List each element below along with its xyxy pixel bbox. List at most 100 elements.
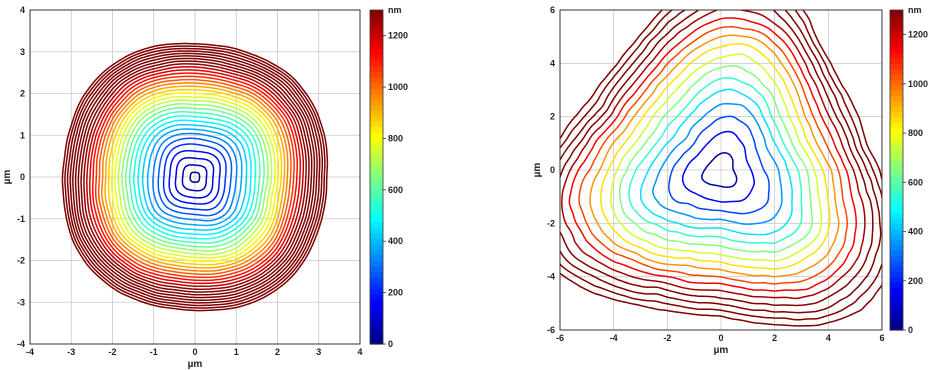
contour-level-1475 bbox=[72, 52, 318, 301]
y-tick-label: -1 bbox=[17, 214, 25, 224]
contour-level-1350 bbox=[560, 10, 874, 307]
y-tick-label: -4 bbox=[17, 339, 25, 349]
contour-level-625 bbox=[124, 106, 265, 248]
colorbar-band bbox=[890, 122, 903, 128]
contour-level-875 bbox=[107, 88, 283, 266]
colorbar-tick-label: 1000 bbox=[908, 79, 928, 89]
colorbar-band bbox=[890, 250, 903, 256]
colorbar-band bbox=[890, 164, 903, 171]
x-tick-label: 4 bbox=[357, 347, 362, 357]
x-tick-label: 2 bbox=[275, 347, 280, 357]
contour-level-825 bbox=[110, 92, 280, 263]
y-tick-label: -2 bbox=[17, 256, 25, 266]
colorbar-band bbox=[890, 68, 903, 75]
contour-level-1125 bbox=[91, 72, 299, 282]
colorbar-band bbox=[890, 196, 903, 203]
colorbar-band bbox=[890, 207, 903, 214]
x-axis-label: µm bbox=[188, 359, 203, 370]
x-axis-label: µm bbox=[714, 345, 729, 356]
colorbar-band bbox=[370, 271, 383, 278]
colorbar-band bbox=[890, 148, 903, 155]
colorbar-band bbox=[890, 111, 903, 118]
colorbar-band bbox=[890, 324, 903, 331]
contour-level-1625 bbox=[64, 45, 326, 309]
contour-panel-1: -4 -3 -2 -1 0 1 2 3 4 -4 -3 -2 -1 0 1 2 3 4 µm µm 0 200 400 600… bbox=[2, 5, 408, 370]
colorbar-band bbox=[370, 254, 383, 262]
colorbar-band bbox=[370, 321, 383, 328]
colorbar-tick-label: 600 bbox=[908, 177, 923, 187]
colorbar-band bbox=[890, 47, 903, 54]
colorbar-band bbox=[370, 266, 383, 273]
contour-level-1425 bbox=[74, 55, 316, 299]
colorbar-band bbox=[890, 52, 903, 59]
colorbar-unit-label: nm bbox=[388, 5, 402, 15]
colorbar-tick-label: 200 bbox=[388, 288, 403, 298]
colorbar-band bbox=[890, 58, 903, 64]
colorbar-band bbox=[370, 260, 383, 267]
colorbar-band bbox=[890, 298, 903, 304]
colorbar-band bbox=[370, 99, 383, 106]
colorbar-band bbox=[370, 316, 383, 323]
colorbar-band bbox=[370, 32, 383, 39]
colorbar-band bbox=[370, 143, 383, 150]
colorbar-band bbox=[890, 234, 903, 240]
colorbar-band bbox=[890, 10, 903, 16]
colorbar-band bbox=[370, 115, 383, 122]
colorbar-band bbox=[370, 60, 383, 67]
y-tick-label: 4 bbox=[20, 5, 25, 15]
colorbar-band bbox=[890, 36, 903, 43]
colorbar-band bbox=[370, 104, 383, 111]
colorbar-band bbox=[370, 76, 383, 83]
y-axis-label: µm bbox=[532, 163, 543, 178]
colorbar-band bbox=[370, 221, 383, 228]
contour-level-525 bbox=[133, 115, 257, 240]
contour-level-325 bbox=[152, 132, 238, 222]
x-tick-label: -2 bbox=[663, 333, 671, 343]
colorbar-band bbox=[370, 126, 383, 134]
colorbar-band bbox=[370, 238, 383, 245]
colorbar-band bbox=[370, 26, 383, 33]
contour-panel-2: -6 -4 -2 0 2 4 6 -6 -4 -2 0 2 4 6 µm µm 0 200 400 600 800 100… bbox=[532, 5, 928, 356]
colorbar-band bbox=[890, 260, 903, 267]
contour-level-75 bbox=[181, 164, 208, 192]
colorbar-band bbox=[370, 43, 383, 50]
plot-frame bbox=[29, 9, 361, 345]
contour-level-1325 bbox=[80, 60, 310, 293]
colorbar-band bbox=[370, 327, 383, 334]
colorbar-band bbox=[890, 276, 903, 283]
colorbar-frame bbox=[889, 9, 904, 331]
y-tick-label: 6 bbox=[550, 5, 555, 15]
colorbar-band bbox=[890, 314, 903, 320]
contour-lines bbox=[61, 42, 329, 312]
colorbar-tick-label: 800 bbox=[908, 128, 923, 138]
x-tick-label: -6 bbox=[556, 333, 564, 343]
colorbar-band bbox=[890, 292, 903, 299]
colorbar-band bbox=[370, 71, 383, 78]
colorbar-band bbox=[890, 175, 903, 182]
colorbar-band bbox=[890, 308, 903, 315]
contour-level-450 bbox=[639, 88, 793, 236]
colorbar-band bbox=[370, 338, 383, 345]
colorbar-band bbox=[890, 170, 903, 176]
colorbar-tick-label: 600 bbox=[388, 185, 403, 195]
contour-level-1650 bbox=[560, 10, 882, 327]
colorbar-band bbox=[370, 232, 383, 239]
y-tick-label: 2 bbox=[20, 89, 25, 99]
colorbar-band bbox=[890, 90, 903, 96]
colorbar-band bbox=[370, 210, 383, 217]
y-tick-label: -6 bbox=[547, 325, 555, 335]
colorbar-band bbox=[890, 79, 903, 86]
colorbar-band bbox=[370, 54, 383, 61]
y-tick-label: -3 bbox=[17, 297, 25, 307]
colorbar-band bbox=[370, 310, 383, 317]
y-tick-label: 4 bbox=[550, 58, 555, 68]
colorbar-band bbox=[370, 110, 383, 117]
x-tick-label: 0 bbox=[718, 333, 723, 343]
colorbar-band bbox=[370, 204, 383, 211]
x-tick-label: -2 bbox=[108, 347, 116, 357]
contour-level-175 bbox=[168, 149, 221, 205]
contour-level-775 bbox=[114, 95, 276, 259]
colorbar-tick-label: 400 bbox=[908, 227, 923, 237]
contour-level-250 bbox=[668, 115, 770, 215]
